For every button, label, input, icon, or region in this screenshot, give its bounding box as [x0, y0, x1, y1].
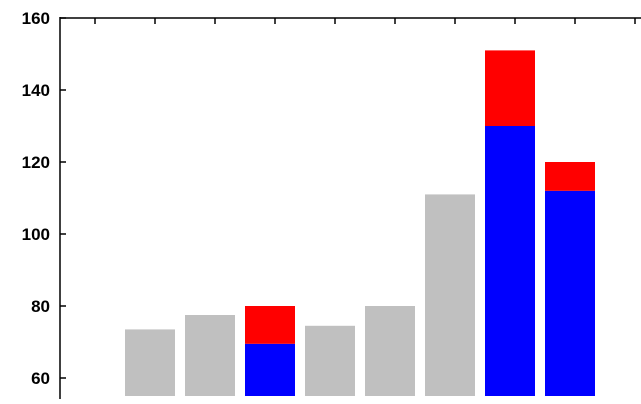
y-tick-label-60: 60	[31, 369, 50, 388]
bar-7-segment-2	[485, 50, 535, 126]
y-tick-label-140: 140	[22, 81, 50, 100]
bar-5-segment-0	[365, 306, 415, 396]
bar-8-segment-2	[545, 162, 595, 191]
y-tick-label-120: 120	[22, 153, 50, 172]
bars-layer	[125, 50, 595, 396]
y-tick-label-80: 80	[31, 297, 50, 316]
bar-2-segment-0	[185, 315, 235, 396]
bar-6-segment-0	[425, 194, 475, 396]
y-tick-label-160: 160	[22, 9, 50, 28]
bar-1-segment-0	[125, 329, 175, 396]
bar-7-segment-1	[485, 126, 535, 396]
y-axis: 60 80 100 120 140 160	[22, 9, 641, 399]
bar-8-segment-1	[545, 190, 595, 396]
bar-3-segment-1	[245, 343, 295, 396]
bar-3-segment-2	[245, 306, 295, 344]
bar-4-segment-0	[305, 325, 355, 396]
y-tick-label-100: 100	[22, 225, 50, 244]
x-axis-ticks	[94, 18, 636, 24]
